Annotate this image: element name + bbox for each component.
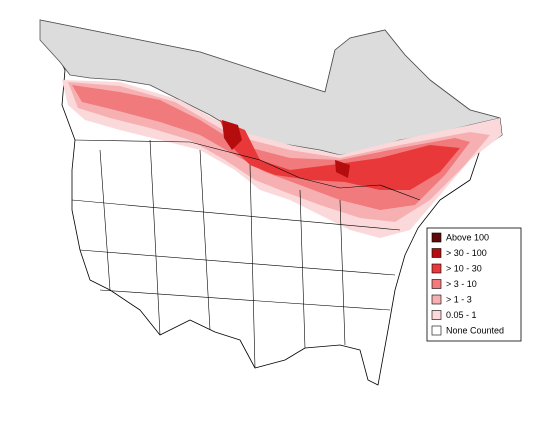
legend-swatch — [431, 248, 442, 258]
range-high — [220, 120, 460, 190]
legend-box — [426, 227, 522, 342]
border — [71, 199, 401, 311]
legend-label: Above 100 — [446, 232, 489, 242]
border — [99, 139, 346, 369]
legend-label: > 3 - 10 — [446, 279, 477, 289]
border — [74, 139, 421, 201]
legend-swatch — [431, 310, 442, 320]
legend-label: > 10 - 30 — [446, 263, 482, 273]
legend-swatch — [431, 325, 442, 336]
legend-swatch — [431, 294, 442, 305]
legend-label: None Counted — [446, 325, 504, 335]
range-peak — [222, 120, 350, 178]
borders — [71, 139, 421, 369]
legend-label: > 1 - 3 — [446, 294, 472, 304]
legend-swatch — [431, 232, 442, 243]
legend-label: > 30 - 100 — [446, 248, 487, 258]
legend-swatch — [431, 279, 442, 289]
legend-swatch — [431, 263, 442, 274]
legend: Above 100 > 30 - 100 > 10 - 30 > 3 - 10 > 1 … — [426, 227, 522, 342]
legend-label: 0.05 - 1 — [446, 310, 477, 320]
